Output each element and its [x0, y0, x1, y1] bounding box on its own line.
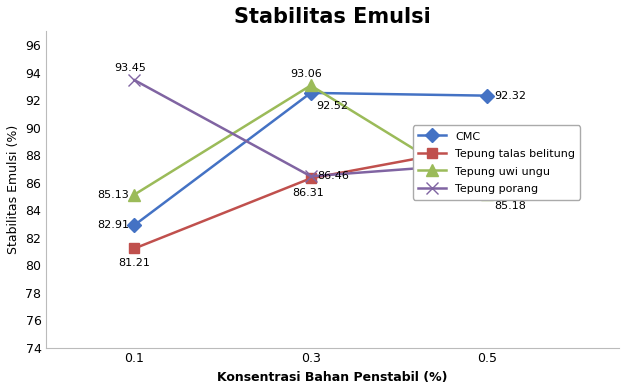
Text: 92.32: 92.32 [494, 91, 526, 100]
CMC [307, 91, 314, 95]
Text: 86.31: 86.31 [292, 188, 324, 198]
Tepung porang [131, 78, 138, 83]
Title: Stabilitas Emulsi: Stabilitas Emulsi [234, 7, 431, 27]
Text: 88.69: 88.69 [494, 129, 526, 139]
Text: 93.06: 93.06 [290, 68, 322, 79]
Line: Tepung talas belitung: Tepung talas belitung [130, 141, 492, 253]
CMC [131, 223, 138, 228]
Tepung uwi ungu [131, 192, 138, 197]
Text: 85.13: 85.13 [97, 190, 129, 199]
Text: 92.52: 92.52 [316, 101, 348, 111]
Legend: CMC, Tepung talas belitung, Tepung uwi ungu, Tepung porang: CMC, Tepung talas belitung, Tepung uwi u… [413, 126, 580, 200]
Tepung talas belitung [307, 176, 314, 181]
Text: 87.41: 87.41 [494, 158, 526, 168]
Tepung uwi ungu [307, 83, 314, 88]
Y-axis label: Stabilitas Emulsi (%): Stabilitas Emulsi (%) [7, 125, 20, 254]
Line: CMC: CMC [130, 88, 492, 230]
Text: 82.91: 82.91 [97, 220, 129, 230]
Tepung talas belitung [483, 143, 491, 148]
Tepung porang [307, 174, 314, 179]
Text: 85.18: 85.18 [494, 201, 526, 211]
Line: Tepung uwi ungu: Tepung uwi ungu [129, 80, 493, 200]
Line: Tepung porang: Tepung porang [129, 75, 493, 182]
Tepung uwi ungu [483, 192, 491, 196]
Tepung porang [483, 161, 491, 165]
Text: 81.21: 81.21 [118, 258, 150, 268]
X-axis label: Konsentrasi Bahan Penstabil (%): Konsentrasi Bahan Penstabil (%) [217, 371, 448, 384]
Text: 93.45: 93.45 [115, 63, 146, 73]
CMC [483, 93, 491, 98]
Text: 86.46: 86.46 [317, 171, 349, 181]
Tepung talas belitung [131, 246, 138, 251]
